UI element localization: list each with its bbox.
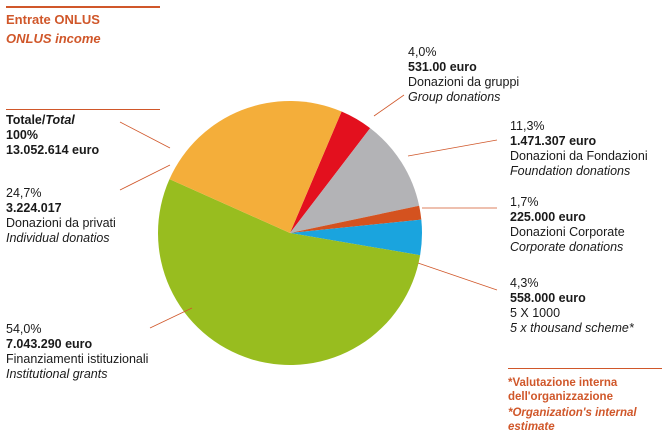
slice-amount: 1.471.307 euro [510,134,597,148]
slice-amount: 7.043.290 euro [6,337,93,351]
slice-label-foundation-donations: 11,3% 1.471.307 euro Donazioni da Fondaz… [510,119,648,179]
pie-slice-foundation-donations [290,128,420,233]
total-label-en: Total [45,113,75,127]
slice-percent: 4,3% [510,276,539,290]
pie-slice-corporate-donations [290,205,422,233]
slice-label-individual-donations: 24,7% 3.224.017 Donazioni da privati Ind… [6,186,116,246]
leader-total [119,121,171,149]
leader-individual-donations [119,164,171,191]
total-amount: 13.052.614 euro [6,143,100,157]
slice-name-it: Donazioni da Fondazioni [510,149,648,163]
total-label: Totale/Total 100% 13.052.614 euro [6,113,99,158]
slice-label-corporate-donations: 1,7% 225.000 euro Donazioni Corporate Co… [510,195,625,255]
pie-slice-individual-donations [169,100,342,233]
footnote-it-1: *Valutazione interna [508,377,618,389]
total-rule [6,109,160,110]
slice-name-en: Foundation donations [510,164,631,178]
slice-percent: 24,7% [6,186,42,200]
pie-slice-5x1000 [290,219,422,256]
leader-group-donations [373,94,405,117]
slice-name-it: Donazioni Corporate [510,225,625,239]
footnote-rule [508,368,662,369]
slice-amount: 3.224.017 [6,201,62,215]
slice-name-it: 5 X 1000 [510,306,561,320]
slice-name-it: Donazioni da privati [6,216,116,230]
slice-percent: 54,0% [6,322,42,336]
leader-institutional-grants [149,307,193,329]
header-rule [6,6,160,8]
slice-name-en: Institutional grants [6,367,108,381]
pie-slice-group-donations [290,111,371,233]
leader-5x1000 [417,262,498,291]
chart-title: Entrate ONLUS [6,12,100,27]
slice-percent: 11,3% [510,119,545,133]
chart-subtitle: ONLUS income [6,31,101,46]
pie-slice-institutional-grants [157,179,421,366]
slice-amount: 531.00 euro [408,60,477,74]
slice-name-it: Donazioni da gruppi [408,75,520,89]
slice-percent: 1,7% [510,195,539,209]
slice-label-group-donations: 4,0% 531.00 euro Donazioni da gruppi Gro… [408,45,519,105]
slice-amount: 558.000 euro [510,291,586,305]
footnote-en-2: estimate [508,421,555,433]
slice-name-en: 5 x thousand scheme* [510,321,634,335]
slice-name-en: Individual donatios [6,231,110,245]
total-percent: 100% [6,128,38,142]
total-label-it: Totale/ [6,113,46,127]
slice-name-en: Corporate donations [510,240,624,254]
slice-amount: 225.000 euro [510,210,586,224]
leader-foundation-donations [407,139,498,157]
slice-percent: 4,0% [408,45,437,59]
slice-name-en: Group donations [408,90,501,104]
slice-label-5x1000: 4,3% 558.000 euro 5 X 1000 5 x thousand … [510,276,634,336]
slice-label-institutional-grants: 54,0% 7.043.290 euro Finanziamenti istit… [6,322,148,382]
footnote-it-2: dell'organizzazione [508,391,613,403]
footnote-en-1: *Organization's internal [508,407,637,419]
slice-name-it: Finanziamenti istituzionali [6,352,149,366]
